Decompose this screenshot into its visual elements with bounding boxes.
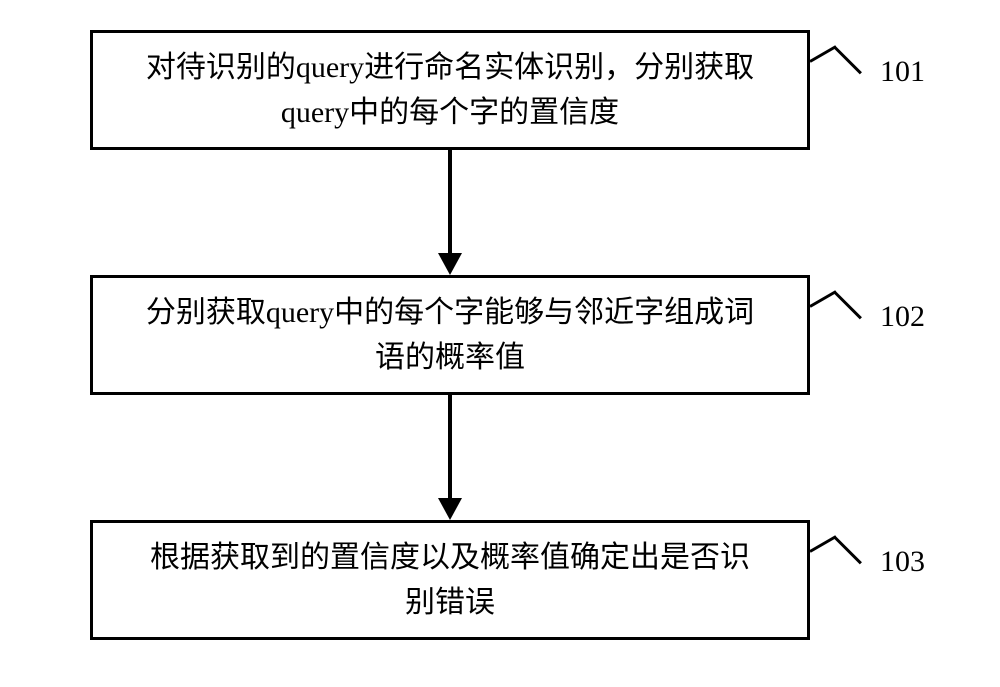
leader-2b <box>833 290 862 319</box>
flow-step-3: 根据获取到的置信度以及概率值确定出是否识 别错误 <box>90 520 810 640</box>
flow-step-2: 分别获取query中的每个字能够与邻近字组成词 语的概率值 <box>90 275 810 395</box>
edge-1-2-line <box>448 150 452 253</box>
flowchart-canvas: 对待识别的query进行命名实体识别，分别获取 query中的每个字的置信度 1… <box>0 0 1000 687</box>
flow-step-1-label: 101 <box>880 55 925 89</box>
flow-step-3-label: 103 <box>880 545 925 579</box>
edge-2-3-line <box>448 395 452 498</box>
edge-2-3-arrow <box>438 498 462 520</box>
flow-step-2-label: 102 <box>880 300 925 334</box>
flow-step-1-text: 对待识别的query进行命名实体识别，分别获取 query中的每个字的置信度 <box>146 45 754 135</box>
leader-1b <box>833 45 862 74</box>
flow-step-3-text: 根据获取到的置信度以及概率值确定出是否识 别错误 <box>150 535 750 625</box>
edge-1-2-arrow <box>438 253 462 275</box>
flow-step-2-text: 分别获取query中的每个字能够与邻近字组成词 语的概率值 <box>146 290 754 380</box>
leader-3b <box>833 535 862 564</box>
flow-step-1: 对待识别的query进行命名实体识别，分别获取 query中的每个字的置信度 <box>90 30 810 150</box>
